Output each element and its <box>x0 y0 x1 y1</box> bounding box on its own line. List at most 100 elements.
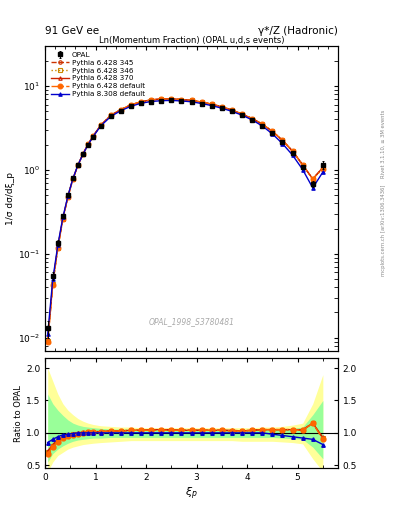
Y-axis label: 1/σ dσ/dξ_p: 1/σ dσ/dξ_p <box>6 172 15 225</box>
Pythia 6.428 370 <box>250 115 255 121</box>
Text: γ*/Z (Hadronic): γ*/Z (Hadronic) <box>258 26 338 36</box>
Pythia 6.428 345 <box>119 106 123 113</box>
Pythia 6.428 345 <box>240 111 244 117</box>
Pythia 6.428 345 <box>98 122 103 129</box>
Pythia 6.428 346 <box>290 148 295 154</box>
Pythia 6.428 346 <box>81 151 85 157</box>
Pythia 6.428 default <box>260 121 264 127</box>
Pythia 6.428 370 <box>290 148 295 154</box>
Pythia 8.308 default <box>310 185 315 191</box>
Pythia 6.428 default <box>220 104 224 110</box>
Pythia 8.308 default <box>169 97 174 103</box>
Pythia 6.428 346 <box>209 101 214 108</box>
Pythia 6.428 default <box>199 99 204 105</box>
Pythia 8.308 default <box>220 105 224 111</box>
Pythia 8.308 default <box>71 176 75 182</box>
Pythia 6.428 346 <box>189 97 194 103</box>
Pythia 6.428 370 <box>179 96 184 102</box>
Pythia 6.428 default <box>50 282 55 288</box>
Pythia 6.428 346 <box>159 96 163 102</box>
Pythia 8.308 default <box>300 166 305 173</box>
Pythia 6.428 345 <box>50 281 55 287</box>
Pythia 6.428 default <box>61 216 65 222</box>
Pythia 6.428 346 <box>240 111 244 117</box>
Pythia 6.428 346 <box>86 141 90 147</box>
Pythia 6.428 346 <box>45 338 50 344</box>
Pythia 6.428 370 <box>81 151 85 157</box>
Pythia 6.428 345 <box>260 121 264 127</box>
Pythia 6.428 default <box>98 122 103 129</box>
Pythia 6.428 370 <box>108 112 113 118</box>
Pythia 6.428 346 <box>230 107 234 113</box>
Pythia 6.428 346 <box>250 115 255 121</box>
Pythia 6.428 370 <box>199 99 204 105</box>
Pythia 8.308 default <box>189 99 194 105</box>
Pythia 6.428 default <box>179 96 184 102</box>
Pythia 6.428 345 <box>129 102 133 108</box>
Pythia 8.308 default <box>139 100 143 106</box>
Pythia 8.308 default <box>119 108 123 114</box>
Pythia 6.428 346 <box>119 106 123 113</box>
Pythia 6.428 default <box>108 112 113 118</box>
Pythia 6.428 default <box>86 141 90 147</box>
Pythia 6.428 370 <box>209 101 214 108</box>
Pythia 8.308 default <box>55 242 60 248</box>
Pythia 6.428 346 <box>169 96 174 102</box>
Pythia 6.428 default <box>66 194 70 200</box>
Pythia 6.428 default <box>91 133 95 139</box>
Pythia 8.308 default <box>81 151 85 157</box>
Pythia 6.428 345 <box>270 129 275 135</box>
Pythia 6.428 default <box>55 245 60 251</box>
Pythia 6.428 370 <box>98 122 103 129</box>
Pythia 6.428 default <box>280 137 285 143</box>
Text: OPAL_1998_S3780481: OPAL_1998_S3780481 <box>149 317 235 326</box>
Pythia 6.428 346 <box>260 121 264 127</box>
Pythia 6.428 370 <box>86 141 90 147</box>
Pythia 6.428 345 <box>280 137 285 143</box>
Pythia 6.428 345 <box>310 176 315 182</box>
Pythia 6.428 346 <box>220 104 224 110</box>
Pythia 6.428 345 <box>320 165 325 171</box>
Pythia 6.428 345 <box>139 99 143 105</box>
Pythia 6.428 346 <box>66 194 70 200</box>
Pythia 8.308 default <box>75 162 80 168</box>
Pythia 6.428 346 <box>149 97 154 103</box>
Pythia 6.428 370 <box>149 97 154 103</box>
Pythia 6.428 346 <box>320 165 325 171</box>
Pythia 6.428 default <box>159 96 163 102</box>
Pythia 6.428 345 <box>71 176 75 182</box>
Pythia 6.428 346 <box>270 129 275 135</box>
Pythia 6.428 default <box>230 107 234 113</box>
Pythia 6.428 346 <box>98 122 103 129</box>
Pythia 8.308 default <box>45 331 50 337</box>
Pythia 6.428 345 <box>230 107 234 113</box>
Pythia 8.308 default <box>159 98 163 104</box>
Pythia 6.428 370 <box>129 102 133 108</box>
Pythia 6.428 346 <box>61 216 65 222</box>
Pythia 8.308 default <box>320 169 325 175</box>
Pythia 6.428 370 <box>75 162 80 168</box>
Pythia 6.428 345 <box>149 97 154 103</box>
Pythia 6.428 370 <box>45 337 50 343</box>
Pythia 8.308 default <box>230 108 234 114</box>
Pythia 6.428 345 <box>91 133 95 139</box>
Pythia 6.428 default <box>240 111 244 117</box>
Line: Pythia 6.428 346: Pythia 6.428 346 <box>46 97 325 343</box>
Pythia 8.308 default <box>179 98 184 104</box>
Legend: OPAL, Pythia 6.428 345, Pythia 6.428 346, Pythia 6.428 370, Pythia 6.428 default: OPAL, Pythia 6.428 345, Pythia 6.428 346… <box>49 50 147 99</box>
Pythia 8.308 default <box>290 152 295 158</box>
Line: Pythia 6.428 345: Pythia 6.428 345 <box>46 97 325 343</box>
Pythia 6.428 default <box>209 101 214 108</box>
Pythia 8.308 default <box>149 98 154 104</box>
Pythia 6.428 default <box>119 106 123 113</box>
X-axis label: $\xi_p$: $\xi_p$ <box>185 485 198 502</box>
Pythia 6.428 346 <box>199 99 204 105</box>
Pythia 6.428 default <box>149 97 154 103</box>
Pythia 6.428 345 <box>86 141 90 147</box>
Pythia 6.428 346 <box>179 96 184 102</box>
Pythia 6.428 370 <box>91 133 95 139</box>
Pythia 8.308 default <box>280 140 285 146</box>
Pythia 6.428 345 <box>290 148 295 154</box>
Pythia 6.428 370 <box>61 216 65 222</box>
Pythia 6.428 345 <box>61 216 65 222</box>
